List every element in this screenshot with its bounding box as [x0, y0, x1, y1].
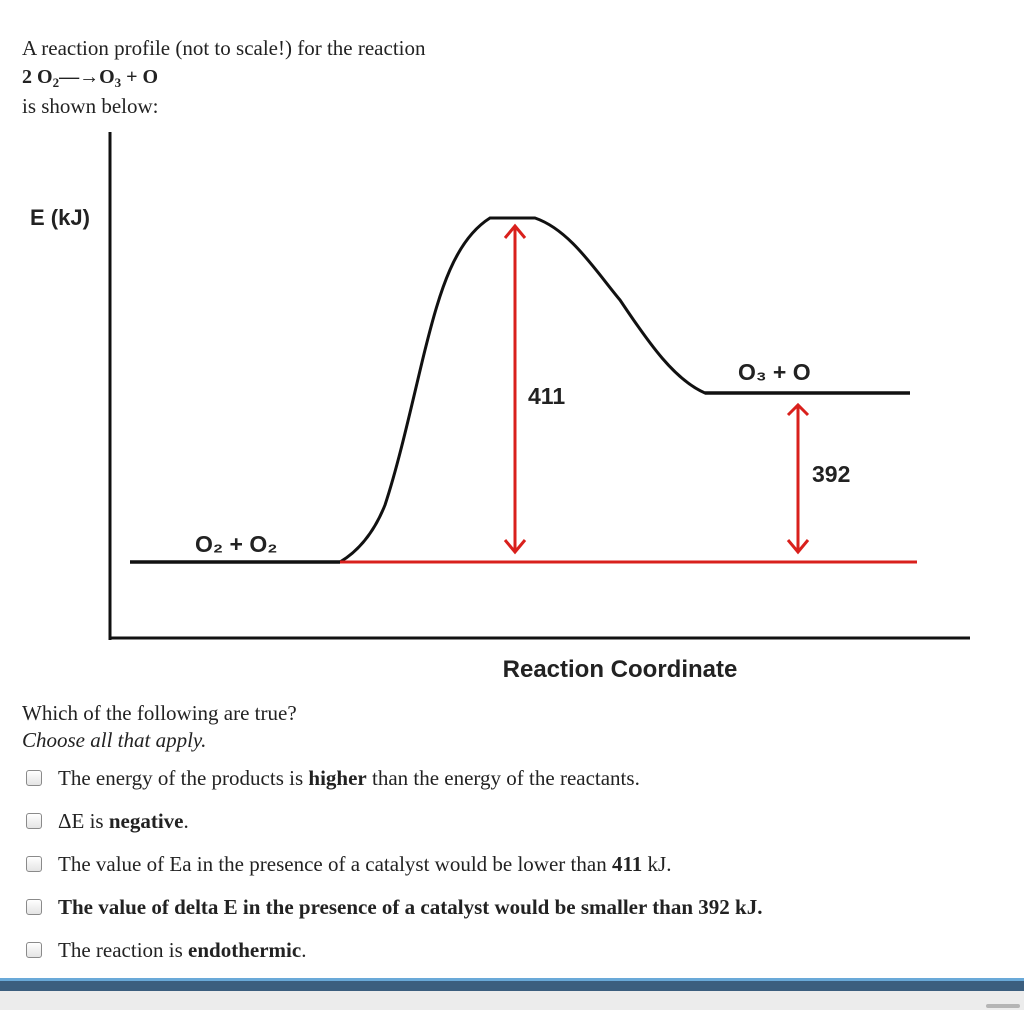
bottom-toolbar — [0, 978, 1024, 991]
option-text-part: kJ. — [642, 851, 672, 876]
option-text-part: . — [183, 808, 189, 833]
equation-coefficient: 2 — [22, 66, 37, 88]
activation-energy-label: 411 — [528, 383, 565, 409]
activation-energy-arrow — [503, 223, 527, 555]
checkbox-icon[interactable] — [26, 856, 42, 872]
equation-arrow: —→ — [59, 66, 100, 88]
checkbox-icon[interactable] — [26, 899, 42, 915]
question-prompt: Which of the following are true? Choose … — [22, 700, 297, 754]
energy-curve — [130, 216, 910, 564]
answer-option[interactable]: The value of delta E in the presence of … — [26, 889, 1006, 925]
question-text: Which of the following are true? — [22, 701, 297, 725]
question-intro: A reaction profile (not to scale!) for t… — [22, 34, 426, 121]
equation-reactant-subscript: 2 — [52, 75, 60, 90]
option-text-part: than the energy of the reactants. — [366, 765, 640, 790]
scrollbar-thumb[interactable] — [986, 1004, 1020, 1008]
option-text-part: endothermic — [188, 937, 302, 962]
question-hint: Choose all that apply. — [22, 728, 207, 752]
option-text-part: . — [301, 937, 307, 962]
equation-product: O — [99, 66, 115, 88]
option-label: ΔE is negative. — [58, 809, 189, 834]
answer-option[interactable]: The reaction is endothermic. — [26, 932, 1006, 968]
intro-line: A reaction profile (not to scale!) for t… — [22, 36, 426, 60]
reactants-label: O₂ + O₂ — [195, 531, 277, 557]
option-label: The energy of the products is higher tha… — [58, 766, 640, 791]
option-label: The reaction is endothermic. — [58, 938, 306, 963]
energy-change-arrow — [786, 402, 810, 555]
option-label: The value of delta E in the presence of … — [58, 895, 762, 920]
option-text-part: The value of delta E in the presence of … — [58, 894, 763, 919]
option-text-part: The reaction is — [58, 937, 189, 962]
answer-option[interactable]: The energy of the products is higher tha… — [26, 760, 1006, 796]
products-label: O₃ + O — [738, 359, 811, 385]
energy-diagram: E (kJ) Reaction Coordinate 411 392 O₂ + … — [30, 132, 970, 683]
option-label: The value of Ea in the presence of a cat… — [58, 852, 671, 877]
option-text-part: The value of Ea in the presence of a cat… — [58, 851, 612, 876]
option-text-part: ΔE is — [58, 808, 109, 833]
intro-line: is shown below: — [22, 94, 159, 118]
checkbox-icon[interactable] — [26, 942, 42, 958]
option-text-part: The energy of the products is — [58, 765, 309, 790]
y-axis-label: E (kJ) — [30, 205, 90, 230]
checkbox-icon[interactable] — [26, 770, 42, 786]
equation-reactant: O — [37, 66, 53, 88]
x-axis-label: Reaction Coordinate — [503, 656, 738, 683]
equation-rest: + O — [121, 66, 159, 88]
option-text-part: higher — [308, 765, 367, 790]
option-text-part: 411 — [611, 851, 643, 876]
answer-option[interactable]: The value of Ea in the presence of a cat… — [26, 846, 1006, 882]
energy-change-label: 392 — [812, 461, 850, 487]
equation-product-subscript: 3 — [114, 75, 122, 90]
status-strip — [0, 991, 1024, 1010]
answer-option[interactable]: ΔE is negative. — [26, 803, 1006, 839]
checkbox-icon[interactable] — [26, 813, 42, 829]
option-text-part: negative — [108, 808, 184, 833]
reaction-equation: 2 O2—→O3 + O — [22, 63, 426, 92]
